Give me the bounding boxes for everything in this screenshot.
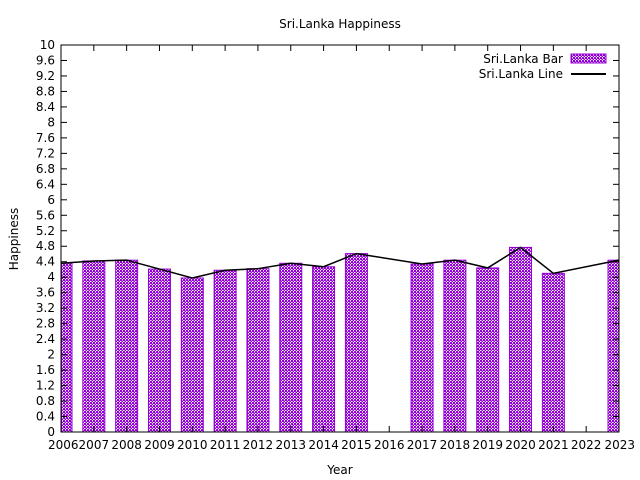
bar-2015 [344,253,368,433]
bar-2014 [312,266,336,433]
y-tick-label: 6.4 [36,177,55,191]
legend-swatch-bar [570,53,607,64]
y-tick-label: 4.4 [36,255,55,269]
x-tick-label: 2014 [308,438,339,452]
x-tick-label: 2010 [177,438,208,452]
x-tick-label: 2018 [440,438,471,452]
chart-title: Sri.Lanka Happiness [279,17,401,31]
legend: Sri.Lanka Bar Sri.Lanka Line [479,52,607,81]
y-tick-label: 3.2 [36,301,55,315]
bar-2020 [509,246,533,433]
x-tick-label: 2012 [243,438,274,452]
bar-2010 [180,277,204,433]
bar-2017 [410,263,434,433]
y-tick-label: 4.8 [36,239,55,253]
y-tick-label: 0.4 [36,410,55,424]
y-tick-label: 5.6 [36,208,55,222]
x-tick-label: 2023 [604,438,635,452]
y-tick-label: 0 [47,425,55,439]
x-tick-label: 2019 [472,438,503,452]
y-tick-label: 2.4 [36,332,55,346]
plot-frame [60,44,620,433]
y-tick-label: 4 [47,270,55,284]
bar-2019 [476,267,500,433]
bar-2012 [246,268,270,433]
y-tick-label: 6 [47,193,55,207]
bar-2023 [607,259,620,433]
x-tick-label: 2017 [407,438,438,452]
x-tick-label: 2022 [571,438,602,452]
x-tick-label: 2016 [374,438,405,452]
bar-2021 [541,272,565,433]
bars-layer [60,246,620,433]
bar-2009 [147,268,171,433]
x-tick-label: 2011 [210,438,241,452]
y-tick-label: 1.6 [36,363,55,377]
y-tick-label: 6.8 [36,162,55,176]
y-tick-label: 8.8 [36,84,55,98]
y-tick-label: 7.6 [36,131,55,145]
series-line [60,246,620,279]
bar-2013 [279,262,303,433]
y-tick-label: 9.2 [36,69,55,83]
x-axis-label: Year [326,463,352,477]
y-tick-label: 7.2 [36,146,55,160]
x-tick-label: 2021 [538,438,569,452]
x-tick-label: 2009 [144,438,175,452]
y-tick-label: 3.6 [36,286,55,300]
line-layer [60,246,620,279]
bar-2007 [82,260,106,433]
legend-label-line: Sri.Lanka Line [479,67,563,81]
bar-2008 [115,259,139,433]
y-tick-label: 8.4 [36,100,55,114]
x-tick-label: 2020 [505,438,536,452]
y-tick-label: 9.6 [36,53,55,67]
axes-layer: 00.40.81.21.622.42.83.23.644.44.85.25.66… [36,38,635,452]
bar-2011 [213,269,237,433]
y-tick-label: 2.8 [36,317,55,331]
y-tick-label: 8 [47,115,55,129]
bar-2006 [60,262,73,433]
y-tick-label: 0.8 [36,394,55,408]
y-tick-label: 5.2 [36,224,55,238]
y-axis-label: Happiness [7,208,21,270]
x-tick-label: 2015 [341,438,372,452]
x-tick-label: 2007 [79,438,110,452]
x-tick-label: 2008 [111,438,142,452]
x-tick-label: 2013 [275,438,306,452]
legend-label-bar: Sri.Lanka Bar [483,52,563,66]
y-tick-label: 1.2 [36,379,55,393]
y-tick-label: 10 [40,38,55,52]
x-tick-label: 2006 [48,438,79,452]
y-tick-label: 2 [47,348,55,362]
bar-2018 [443,259,467,433]
